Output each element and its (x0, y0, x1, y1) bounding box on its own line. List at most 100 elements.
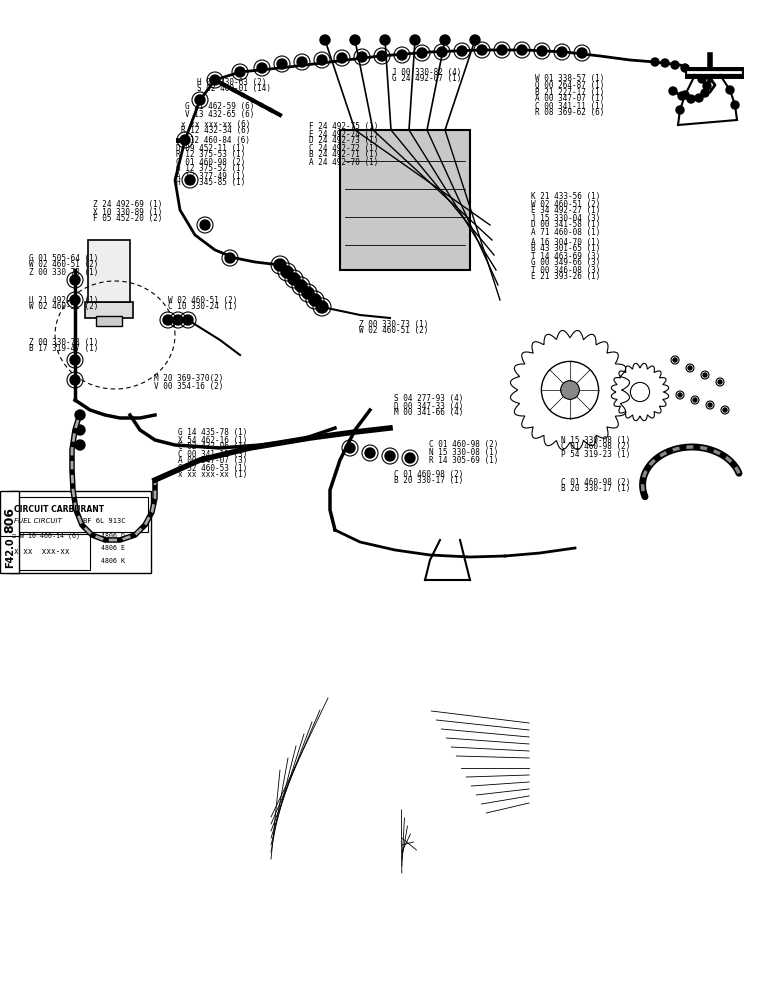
Circle shape (70, 355, 80, 365)
Circle shape (257, 63, 267, 73)
Bar (340, 130, 470, 270)
Circle shape (718, 380, 722, 384)
Circle shape (405, 453, 415, 463)
Circle shape (380, 35, 390, 45)
Circle shape (470, 35, 480, 45)
Text: N 15 330-08 (1): N 15 330-08 (1) (561, 436, 631, 444)
Text: P 54 319-23 (1): P 54 319-23 (1) (561, 450, 631, 458)
Text: S 04 277-93 (4): S 04 277-93 (4) (394, 394, 463, 403)
Text: W 02 460-51 (2): W 02 460-51 (2) (531, 200, 601, 209)
Text: W 02 460-51 (2): W 02 460-51 (2) (29, 260, 99, 269)
Text: A 00 347-07 (1): A 00 347-07 (1) (535, 95, 604, 104)
Bar (96, 316, 122, 326)
Text: H 00 345-85 (1): H 00 345-85 (1) (176, 178, 245, 188)
Circle shape (302, 287, 314, 299)
Circle shape (691, 69, 699, 77)
Circle shape (210, 75, 220, 85)
Text: B 43 301-65 (1): B 43 301-65 (1) (531, 244, 601, 253)
Circle shape (75, 425, 85, 435)
Circle shape (70, 295, 80, 305)
Text: C 01 460-98 (2): C 01 460-98 (2) (176, 157, 245, 166)
Text: Z 00 330-73 (1): Z 00 330-73 (1) (29, 338, 99, 347)
Circle shape (708, 403, 712, 407)
Text: V 00 354-16 (2): V 00 354-16 (2) (154, 381, 224, 390)
Text: C 01 460-98 (2): C 01 460-98 (2) (429, 440, 499, 450)
Circle shape (731, 101, 739, 109)
Circle shape (669, 87, 677, 95)
Text: B 20 330-17 (1): B 20 330-17 (1) (561, 485, 631, 493)
Circle shape (357, 52, 367, 62)
Text: W 01 338-57 (1): W 01 338-57 (1) (535, 74, 604, 83)
Circle shape (309, 294, 321, 306)
Bar (0, 491, 19, 573)
Bar (9, 491, 151, 573)
Circle shape (317, 55, 327, 65)
Text: G 12 375-52 (1): G 12 375-52 (1) (176, 164, 245, 174)
Circle shape (457, 46, 467, 56)
Text: A 16 304-70 (1): A 16 304-70 (1) (531, 237, 601, 246)
Circle shape (661, 59, 669, 67)
Circle shape (678, 92, 686, 100)
Text: C 02 432-06 (1): C 02 432-06 (1) (178, 442, 247, 452)
Text: E 21 393-26 (1): E 21 393-26 (1) (531, 272, 601, 282)
Circle shape (173, 315, 183, 325)
Text: V 13 432-65 (6): V 13 432-65 (6) (185, 109, 255, 118)
Circle shape (200, 220, 210, 230)
Circle shape (385, 451, 395, 461)
Text: D 00 341-58 (1): D 00 341-58 (1) (531, 221, 601, 230)
Circle shape (695, 94, 703, 102)
Circle shape (557, 47, 567, 57)
Text: C 10 330-24 (1): C 10 330-24 (1) (168, 302, 238, 312)
Circle shape (688, 366, 692, 370)
Text: Q 00 264-87 (1): Q 00 264-87 (1) (535, 81, 604, 90)
Text: 4806 K: 4806 K (101, 558, 125, 564)
Circle shape (673, 358, 677, 362)
Text: R 12 432-34 (6): R 12 432-34 (6) (181, 126, 251, 135)
Text: A 00 347-07 (3): A 00 347-07 (3) (178, 456, 247, 466)
Text: C 01 460-98 (2): C 01 460-98 (2) (561, 478, 631, 487)
Text: G 21 462-59 (6): G 21 462-59 (6) (185, 103, 255, 111)
Circle shape (671, 61, 679, 69)
Text: Z 00 330 73 (1): Z 00 330 73 (1) (29, 267, 99, 276)
Circle shape (440, 35, 450, 45)
Circle shape (560, 381, 579, 399)
Circle shape (297, 57, 307, 67)
Text: S 02 460-01 (14): S 02 460-01 (14) (197, 85, 271, 94)
Circle shape (183, 315, 193, 325)
Circle shape (337, 53, 347, 63)
Text: x xx  xxx-xx: x xx xxx-xx (14, 547, 69, 556)
Circle shape (70, 275, 80, 285)
Text: D 09 452-11 (1): D 09 452-11 (1) (176, 143, 245, 152)
Text: BF 6L 913C: BF 6L 913C (83, 518, 125, 524)
Circle shape (350, 35, 360, 45)
Text: E 24 492-74 (1): E 24 492-74 (1) (309, 129, 378, 138)
Text: FUEL CIRCUIT: FUEL CIRCUIT (14, 518, 62, 524)
Circle shape (397, 50, 407, 60)
Text: B 17 319-47 (1): B 17 319-47 (1) (29, 344, 99, 354)
Text: G 01 505-64 (1): G 01 505-64 (1) (29, 253, 99, 262)
Circle shape (437, 47, 447, 57)
Text: G 52 460-53 (1): G 52 460-53 (1) (178, 464, 247, 473)
Circle shape (70, 375, 80, 385)
Text: x xx xxx-xx (6): x xx xxx-xx (6) (181, 119, 251, 128)
Text: W 02 460-51 (2): W 02 460-51 (2) (168, 296, 238, 304)
Text: ■P 12 460-84 (6): ■P 12 460-84 (6) (176, 136, 250, 145)
Circle shape (377, 51, 387, 61)
Text: T 14 463-69 (3): T 14 463-69 (3) (531, 251, 601, 260)
Text: N 15 330-08 (1): N 15 330-08 (1) (429, 448, 499, 456)
Circle shape (225, 253, 235, 263)
Circle shape (703, 373, 707, 377)
Circle shape (163, 315, 173, 325)
Text: H 07 330-63 (2): H 07 330-63 (2) (197, 78, 266, 87)
Circle shape (417, 48, 427, 58)
Text: E 34 492-27 (1): E 34 492-27 (1) (531, 207, 601, 216)
Text: G 24 492-07 (1): G 24 492-07 (1) (392, 75, 462, 84)
Circle shape (726, 86, 734, 94)
Circle shape (517, 45, 527, 55)
Text: F 05 452-20 (2): F 05 452-20 (2) (93, 215, 162, 224)
Text: D 00 347-33 (4): D 00 347-33 (4) (394, 401, 463, 410)
Circle shape (277, 59, 287, 69)
Text: C 24 492-72 (1): C 24 492-72 (1) (309, 143, 378, 152)
Circle shape (681, 64, 689, 72)
Circle shape (316, 301, 328, 313)
